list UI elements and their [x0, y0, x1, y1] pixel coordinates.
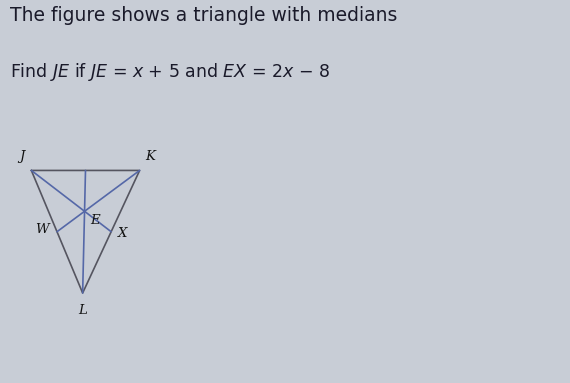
Text: J: J	[19, 150, 25, 163]
Text: E: E	[90, 214, 100, 227]
Text: L: L	[78, 304, 87, 318]
Text: K: K	[145, 150, 155, 163]
Text: The figure shows a triangle with medians: The figure shows a triangle with medians	[10, 6, 398, 25]
Text: X: X	[118, 227, 127, 240]
Text: W: W	[35, 223, 48, 236]
Text: Find $\mathit{JE}$ if $\mathit{JE}$ = $x$ + 5 and $\mathit{EX}$ = 2$x$ − 8: Find $\mathit{JE}$ if $\mathit{JE}$ = $x…	[10, 61, 330, 83]
